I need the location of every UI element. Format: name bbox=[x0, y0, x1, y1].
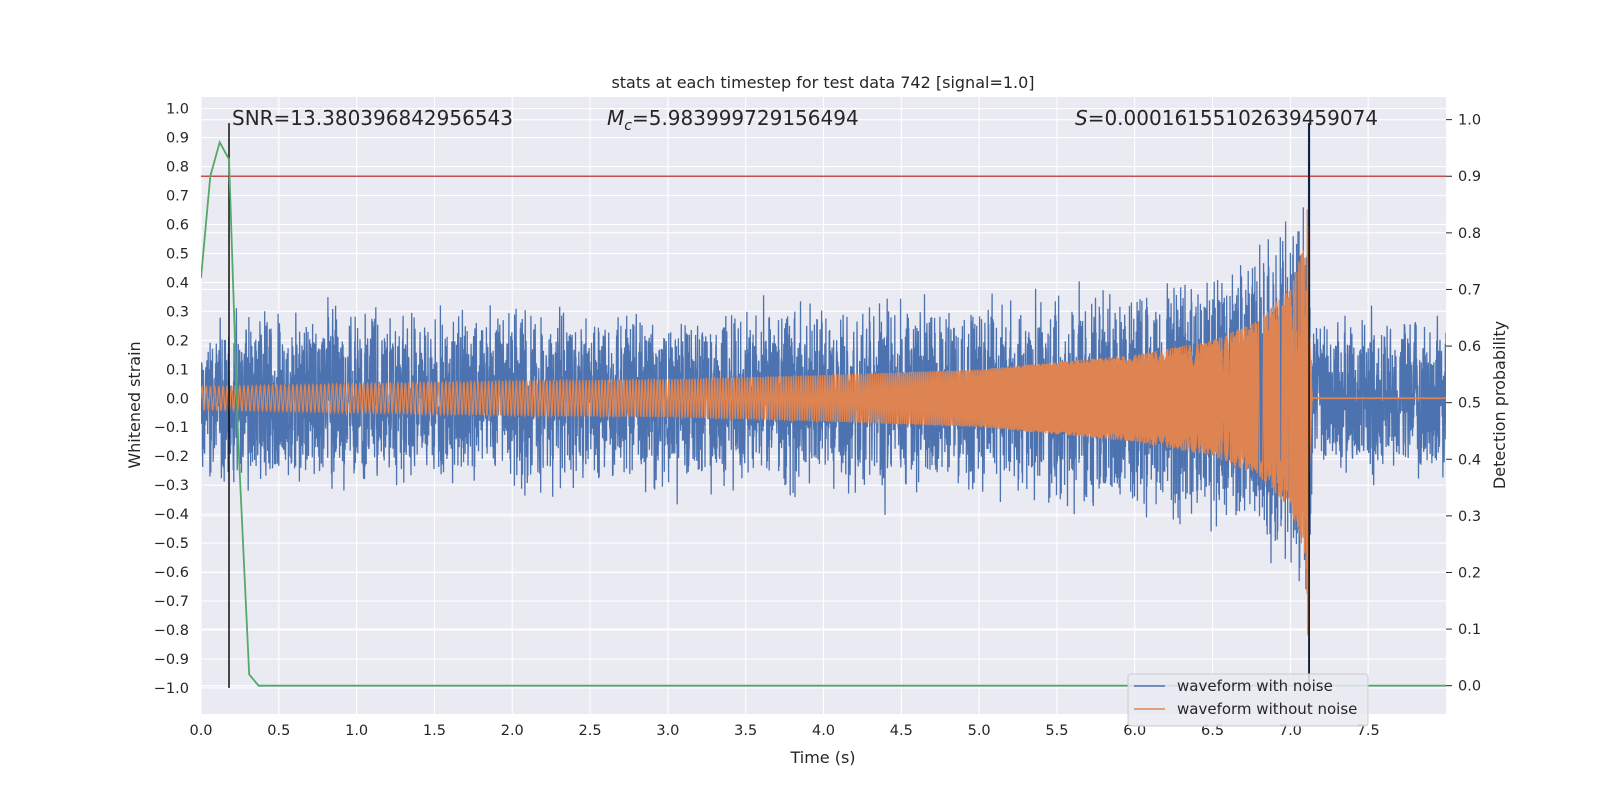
y-tick-label-left: 0.9 bbox=[166, 131, 189, 147]
y-tick-label-left: −0.8 bbox=[154, 623, 189, 639]
s-annotation: S=0.00016155102639459074 bbox=[1075, 106, 1378, 130]
x-tick-label: 5.5 bbox=[1045, 723, 1068, 739]
y-tick-label-left: 0.8 bbox=[166, 160, 189, 176]
y-tick-label-left: −0.6 bbox=[154, 565, 189, 581]
y-tick-label-right: 0.0 bbox=[1458, 679, 1481, 695]
x-tick-label: 0.5 bbox=[267, 723, 290, 739]
y-tick-label-left: 0.3 bbox=[166, 304, 189, 320]
y-axis-label-right: Detection probability bbox=[1490, 321, 1509, 489]
s-value: =0.00016155102639459074 bbox=[1088, 106, 1378, 130]
chirp-mass-value: =5.983999729156494 bbox=[632, 106, 859, 130]
y-tick-label-left: −0.1 bbox=[154, 420, 189, 436]
y-tick-label-left: 0.4 bbox=[166, 275, 189, 291]
y-tick-label-right: 0.7 bbox=[1458, 282, 1481, 298]
y-tick-label-left: −0.3 bbox=[154, 478, 189, 494]
y-tick-label-right: 1.0 bbox=[1458, 113, 1481, 129]
x-tick-label: 1.5 bbox=[423, 723, 446, 739]
legend: waveform with noise waveform without noi… bbox=[1127, 673, 1369, 727]
x-tick-label: 7.0 bbox=[1279, 723, 1302, 739]
series-line-without-noise bbox=[201, 209, 1446, 636]
y-tick-label-left: −0.2 bbox=[154, 449, 189, 465]
s-symbol: S bbox=[1075, 106, 1088, 130]
x-tick-label: 6.5 bbox=[1201, 723, 1224, 739]
x-axis-label: Time (s) bbox=[789, 748, 855, 767]
snr-annotation: SNR=13.380396842956543 bbox=[232, 106, 513, 130]
x-tick-label: 5.0 bbox=[968, 723, 991, 739]
y-tick-label-left: 0.7 bbox=[166, 188, 189, 204]
y-tick-label-left: −0.4 bbox=[154, 507, 189, 523]
chirp-mass-symbol: M bbox=[607, 106, 624, 130]
legend-label-with-noise: waveform with noise bbox=[1177, 677, 1333, 695]
x-tick-label: 0.0 bbox=[189, 723, 212, 739]
x-tick-label: 1.0 bbox=[345, 723, 368, 739]
legend-box bbox=[1127, 673, 1369, 727]
y-tick-label-left: 0.6 bbox=[166, 217, 189, 233]
y-tick-label-left: −0.5 bbox=[154, 536, 189, 552]
chirp-mass-subscript: c bbox=[624, 118, 632, 134]
tick-layer: 0.0 0.5 1.0 1.5 2.0 2.5 3.0 3.5 4.0 4.5 5.0 5.5 6.0 6… bbox=[154, 102, 1481, 739]
x-tick-label: 3.0 bbox=[656, 723, 679, 739]
y-tick-label-right: 0.4 bbox=[1458, 452, 1481, 468]
y-tick-label-right: 0.1 bbox=[1458, 622, 1481, 638]
y-tick-label-right: 0.2 bbox=[1458, 565, 1481, 581]
series-line-detection-probability bbox=[201, 139, 1446, 687]
y-tick-label-left: −1.0 bbox=[154, 681, 189, 697]
x-tick-label: 2.0 bbox=[501, 723, 524, 739]
y-axis-label-left: Whitened strain bbox=[125, 341, 144, 468]
y-tick-label-left: 0.0 bbox=[166, 391, 189, 407]
x-tick-label: 4.5 bbox=[890, 723, 913, 739]
y-tick-label-right: 0.9 bbox=[1458, 169, 1481, 185]
y-tick-label-right: 0.5 bbox=[1458, 396, 1481, 412]
x-tick-label: 2.5 bbox=[579, 723, 602, 739]
y-tick-label-left: −0.9 bbox=[154, 652, 189, 668]
chirp-mass-annotation: Mc=5.983999729156494 bbox=[607, 106, 859, 134]
y-tick-label-left: 1.0 bbox=[166, 102, 189, 118]
y-tick-label-left: −0.7 bbox=[154, 594, 189, 610]
legend-label-without-noise: waveform without noise bbox=[1177, 700, 1357, 718]
x-tick-label: 3.5 bbox=[734, 723, 757, 739]
y-tick-label-right: 0.3 bbox=[1458, 509, 1481, 525]
x-tick-label: 6.0 bbox=[1123, 723, 1146, 739]
y-tick-label-left: 0.2 bbox=[166, 333, 189, 349]
x-tick-label: 4.0 bbox=[812, 723, 835, 739]
y-tick-label-right: 0.8 bbox=[1458, 226, 1481, 242]
y-tick-label-left: 0.5 bbox=[166, 246, 189, 262]
chart-title: stats at each timestep for test data 742… bbox=[611, 73, 1034, 92]
y-tick-label-left: 0.1 bbox=[166, 362, 189, 378]
y-tick-label-right: 0.6 bbox=[1458, 339, 1481, 355]
x-tick-label: 7.5 bbox=[1357, 723, 1380, 739]
series-layer bbox=[201, 123, 1446, 688]
